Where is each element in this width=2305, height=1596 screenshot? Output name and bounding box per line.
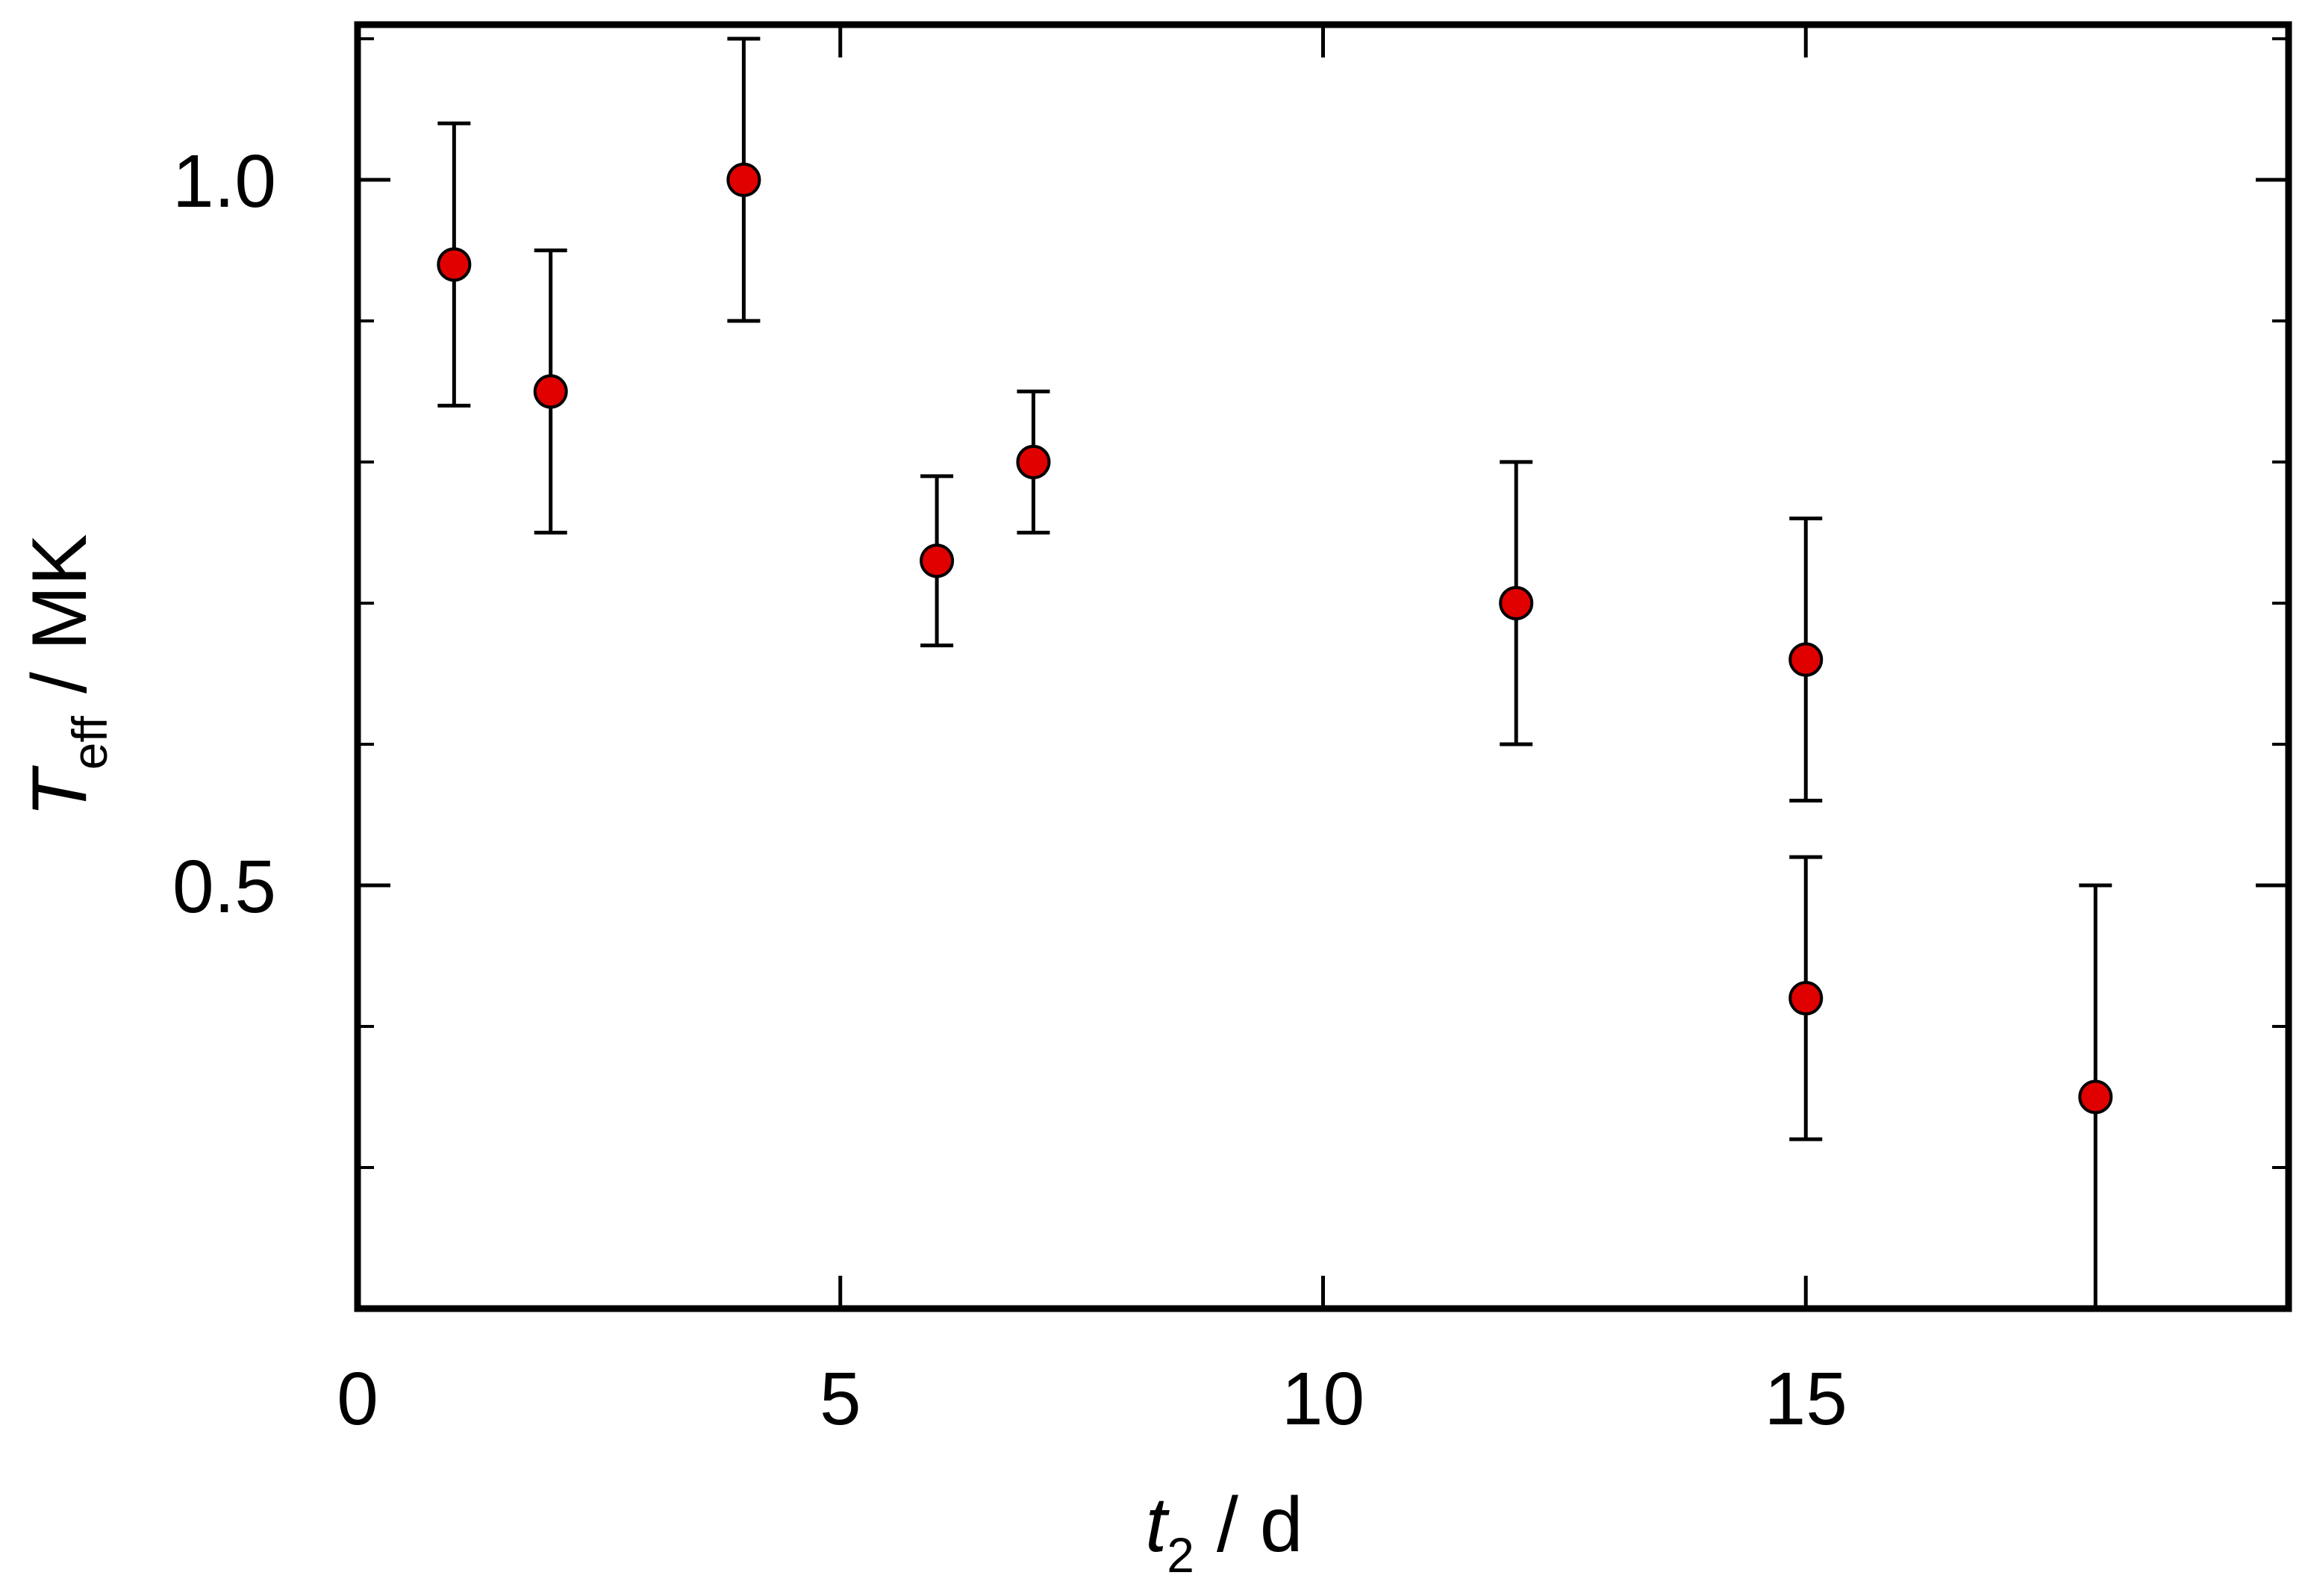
x-axis-unit: / d — [1217, 1482, 1303, 1568]
data-points — [437, 162, 2113, 1115]
data-point-0-6 — [1788, 642, 1824, 677]
x-tick-label-2: 10 — [1282, 1357, 1364, 1441]
data-point-0-2 — [726, 162, 761, 197]
data-point-0-5 — [1499, 585, 1534, 620]
tick-labels: 0 5 10 15 0.5 1.0 — [172, 140, 1847, 1441]
data-point-0-1 — [533, 374, 568, 409]
data-point-0-8 — [2078, 1079, 2113, 1115]
data-point-0-3 — [920, 543, 955, 579]
x-axis-subscript: 2 — [1167, 1527, 1194, 1583]
x-tick-label-3: 15 — [1765, 1357, 1847, 1441]
y-axis-subscript: eff — [62, 715, 117, 770]
y-axis-title: Teff / MK — [16, 534, 117, 817]
data-point-0-4 — [1016, 444, 1051, 479]
y-tick-label-0: 0.5 — [172, 845, 276, 929]
error-bars — [437, 37, 2112, 1311]
plot-frame — [354, 21, 2292, 1312]
data-point-0-7 — [1788, 981, 1824, 1016]
data-point-0-0 — [437, 247, 472, 282]
y-tick-label-1: 1.0 — [172, 140, 276, 223]
x-axis-symbol: t — [1145, 1482, 1170, 1568]
y-axis-unit: / MK — [16, 534, 103, 693]
x-axis-title: t2 / d — [1145, 1482, 1303, 1583]
axis-ticks — [355, 25, 2289, 1310]
x-tick-label-1: 5 — [820, 1357, 861, 1441]
y-axis-symbol: T — [16, 765, 103, 817]
x-tick-label-0: 0 — [337, 1357, 378, 1441]
